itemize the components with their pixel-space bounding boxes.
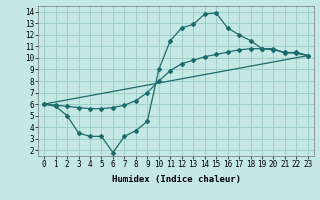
X-axis label: Humidex (Indice chaleur): Humidex (Indice chaleur) bbox=[111, 175, 241, 184]
